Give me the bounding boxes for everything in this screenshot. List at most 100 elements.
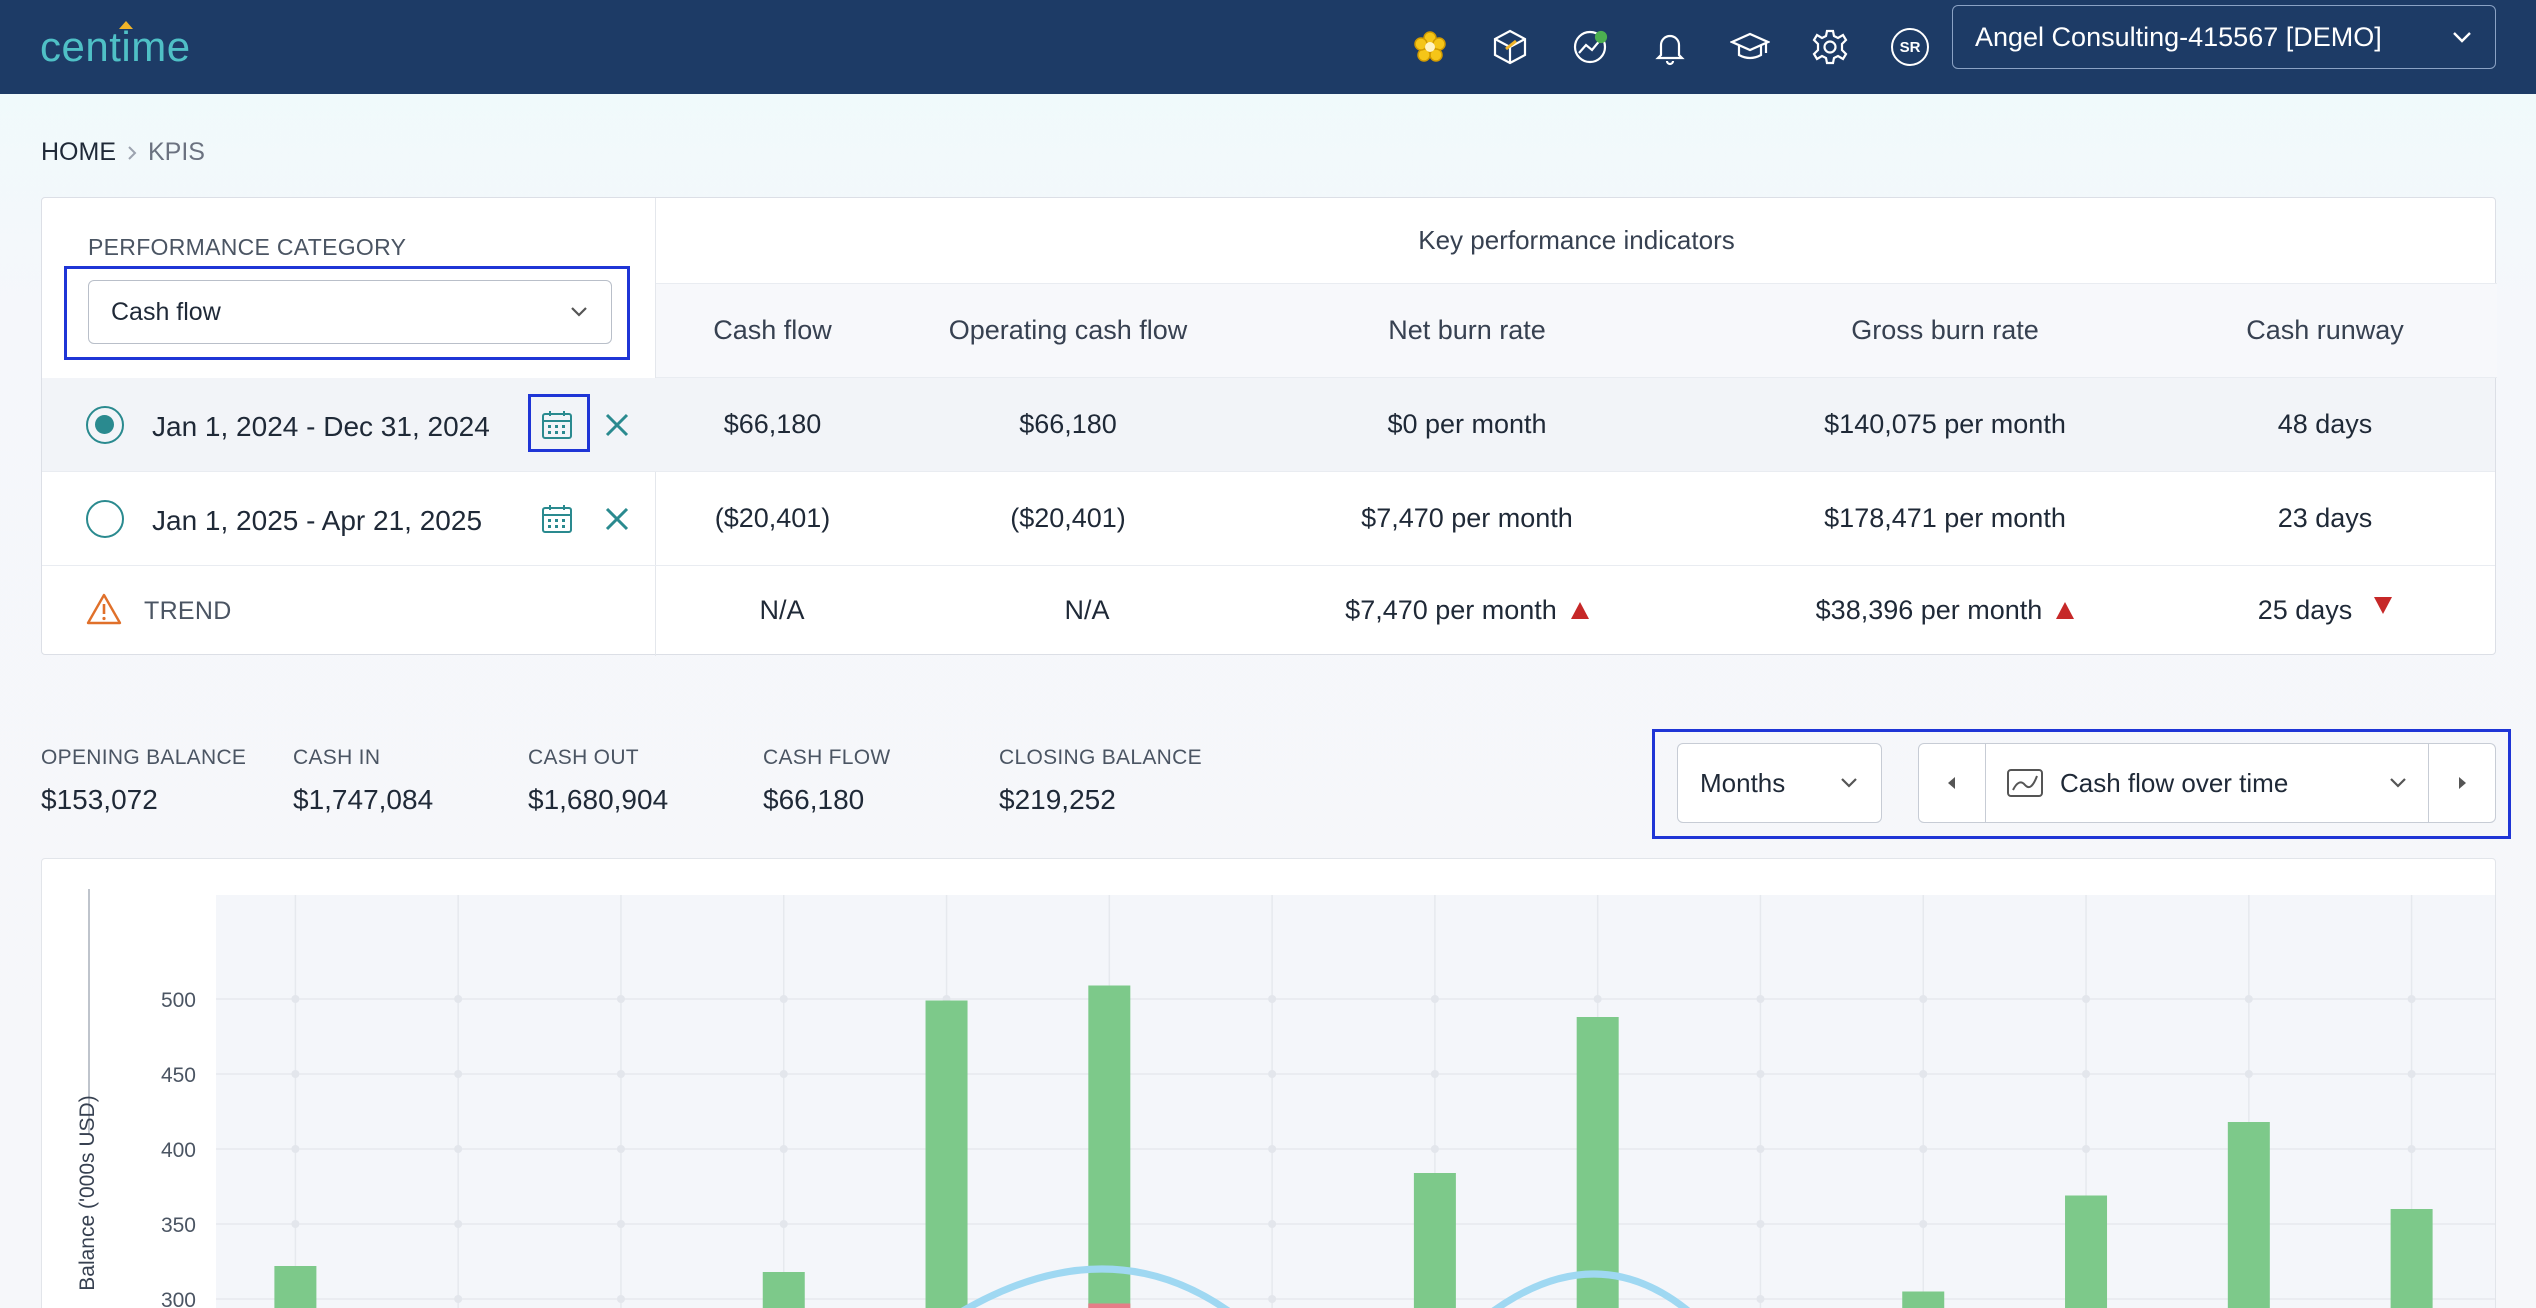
summary-value: $153,072 — [41, 784, 158, 815]
kpi-row-2024: Jan 1, 2024 - Dec 31, 2024 $66,180 $66,1… — [42, 378, 2495, 472]
cash-flow-chart: 300 350 400 450 500 Balance ('000s USD) — [41, 858, 2496, 1308]
kpi-cell: $178,471 per month — [1824, 503, 2066, 533]
prev-chart-button[interactable] — [1919, 744, 1985, 822]
chart-type-select[interactable]: Cash flow over time — [1985, 744, 2429, 822]
col-header-net-burn-rate: Net burn rate — [1388, 315, 1546, 345]
grid-dot — [1268, 1070, 1277, 1078]
kpi-cell: $0 per month — [1387, 409, 1547, 439]
caret-right-icon — [2459, 777, 2466, 789]
grid-dot — [1919, 1145, 1928, 1153]
gear-icon[interactable] — [1790, 14, 1870, 80]
trend-icon[interactable] — [1550, 14, 1630, 80]
grid-dot — [1756, 1145, 1765, 1153]
grid-dot — [454, 1145, 463, 1153]
bar-cash-in — [1576, 1017, 1619, 1308]
breadcrumb-home[interactable]: HOME — [41, 138, 116, 166]
grid-dot — [2082, 1145, 2091, 1153]
y-tick-label: 350 — [161, 1214, 196, 1237]
kpi-cell: $66,180 — [1019, 409, 1117, 439]
centime-logo[interactable]: centime — [40, 18, 191, 76]
grid-dot — [1268, 1295, 1277, 1303]
bell-icon[interactable] — [1630, 14, 1710, 80]
kpi-cell: 48 days — [2277, 409, 2373, 439]
logo-text: centime — [40, 23, 191, 70]
performance-category-value: Cash flow — [111, 297, 221, 326]
company-name: Angel Consulting-415567 [DEMO] — [1975, 21, 2382, 52]
graduation-cap-icon[interactable] — [1710, 14, 1790, 80]
grid-dot — [1756, 1220, 1765, 1228]
y-tick-label: 400 — [161, 1139, 196, 1162]
grid-dot — [616, 1070, 625, 1078]
summary-value: $66,180 — [763, 784, 865, 815]
grid-dot — [2407, 1070, 2416, 1078]
summary-cash-flow: CASH FLOW $66,180 — [763, 746, 891, 816]
grid-dot — [2244, 1070, 2253, 1078]
balance-line — [1491, 1270, 1691, 1308]
breadcrumb: HOME KPIS — [41, 138, 205, 167]
range-label-2024: Jan 1, 2024 - Dec 31, 2024 — [152, 411, 490, 442]
y-tick-label: 500 — [161, 989, 196, 1012]
grid-dot — [2407, 1145, 2416, 1153]
grid-dot — [2082, 995, 2091, 1003]
grid-dot — [1756, 995, 1765, 1003]
grid-dot — [291, 1220, 300, 1228]
grid-dot — [1919, 1220, 1928, 1228]
bar-cash-in — [274, 1266, 317, 1308]
trend-up-icon — [1570, 601, 1589, 619]
line-chart-icon — [2007, 769, 2043, 797]
trend-cell-runway: 25 days — [2203, 566, 2447, 654]
user-avatar[interactable]: SR — [1870, 14, 1950, 80]
grid-dot — [454, 1220, 463, 1228]
trend-value: $38,396 per month — [1815, 594, 2043, 625]
calendar-icon[interactable] — [539, 501, 575, 537]
grid-dot — [1919, 995, 1928, 1003]
grid-dot — [1430, 1145, 1439, 1153]
logo-accent-icon — [119, 21, 133, 29]
grid-dot — [779, 995, 788, 1003]
grid-dot — [2407, 995, 2416, 1003]
close-icon[interactable] — [602, 504, 632, 534]
grid-dot — [616, 1295, 625, 1303]
range-label-2025: Jan 1, 2025 - Apr 21, 2025 — [152, 505, 483, 536]
grid-dot — [1268, 1220, 1277, 1228]
performance-category-label: PERFORMANCE CATEGORY — [88, 234, 407, 260]
chevron-down-icon — [571, 307, 587, 317]
kpi-row-2025: Jan 1, 2025 - Apr 21, 2025 ($20,401) ($2… — [42, 472, 2495, 566]
grid-dot — [616, 1220, 625, 1228]
grid-dot — [291, 1070, 300, 1078]
bar-cash-out — [1088, 1303, 1131, 1308]
grid-dot — [291, 995, 300, 1003]
grid-dot — [454, 1295, 463, 1303]
summary-opening-balance: OPENING BALANCE $153,072 — [41, 746, 246, 816]
next-chart-button[interactable] — [2429, 744, 2495, 822]
kpi-column-headers: Cash flow Operating cash flow Net burn r… — [656, 284, 2497, 378]
calendar-icon[interactable] — [539, 407, 575, 443]
range-radio-2024[interactable] — [86, 406, 124, 444]
trend-cell: N/A — [1064, 594, 1110, 625]
summary-label: CASH OUT — [528, 746, 639, 769]
top-navigation-bar: centime SR Angel Consulting-415 — [0, 0, 2536, 94]
kpi-cell: ($20,401) — [1010, 503, 1126, 533]
company-select[interactable]: Angel Consulting-415567 [DEMO] — [1952, 5, 2496, 69]
warning-icon — [86, 593, 122, 625]
period-select[interactable]: Months — [1677, 743, 1882, 823]
grid-dot — [1593, 995, 1602, 1003]
kpi-cell: ($20,401) — [714, 503, 831, 533]
grid-dot — [1756, 1295, 1765, 1303]
summary-value: $1,747,084 — [293, 784, 434, 815]
grid-dot — [779, 1145, 788, 1153]
flower-icon[interactable] — [1390, 14, 1470, 80]
summary-label: CASH IN — [293, 746, 381, 769]
bar-cash-in — [762, 1272, 805, 1308]
performance-category-select[interactable]: Cash flow — [88, 280, 612, 344]
summary-closing-balance: CLOSING BALANCE $219,252 — [999, 746, 1202, 816]
grid-dot — [1756, 1070, 1765, 1078]
col-header-cash-runway: Cash runway — [2246, 315, 2404, 345]
trend-label: TREND — [144, 597, 232, 625]
kpi-row-trend: TREND N/A N/A $7,470 per month $38,396 p… — [42, 566, 2495, 654]
col-header-cash-flow: Cash flow — [713, 315, 832, 345]
close-icon[interactable] — [602, 410, 632, 440]
chart-svg: 300 350 400 450 500 Balance ('000s USD) — [76, 889, 2495, 1308]
range-radio-2025[interactable] — [86, 500, 124, 538]
box-icon[interactable] — [1470, 14, 1550, 80]
